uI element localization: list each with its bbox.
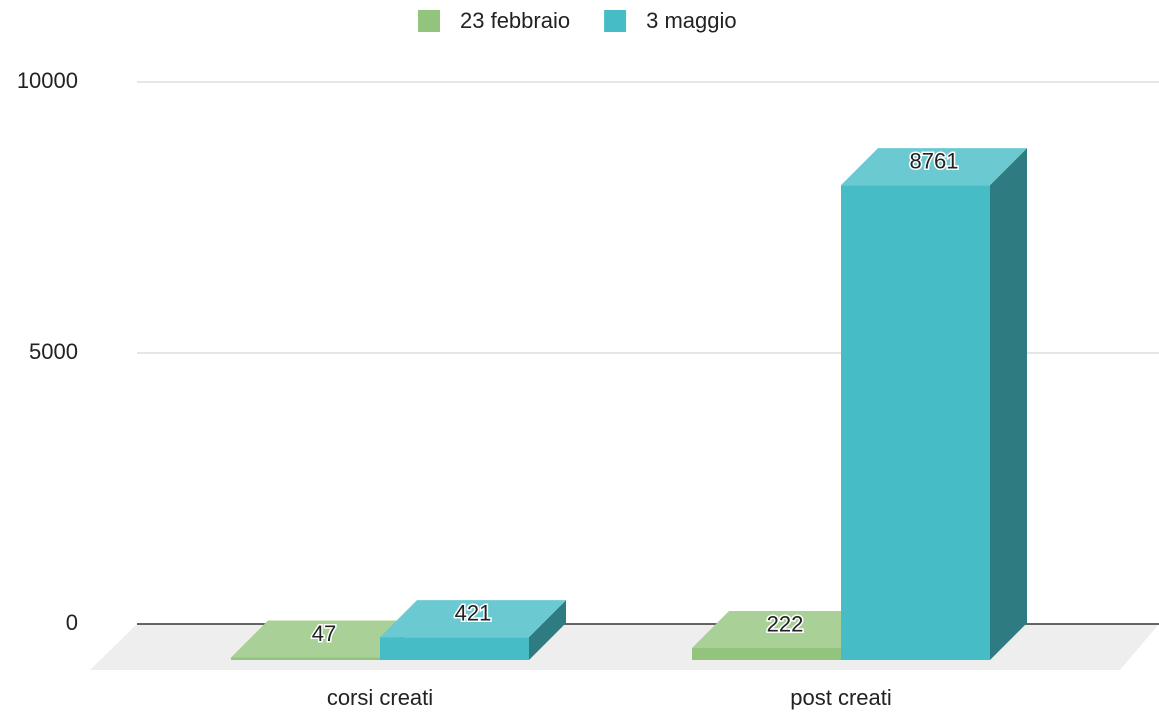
bar-side [529, 600, 566, 660]
x-tick-label: post creati [790, 685, 892, 710]
y-tick-label: 0 [66, 610, 78, 635]
bar-top [692, 610, 878, 648]
legend-label: 3 maggio [646, 8, 737, 33]
legend-swatch [604, 10, 627, 32]
bar-top [231, 620, 417, 658]
legend-label: 23 febbraio [460, 8, 570, 33]
bar-front [841, 185, 990, 660]
x-tick-label: corsi creati [327, 685, 433, 710]
y-tick-label: 5000 [29, 339, 78, 364]
bar-side [990, 148, 1027, 660]
data-label: 47 [312, 621, 336, 646]
bar-front [692, 647, 841, 660]
bar [841, 148, 1027, 660]
data-label: 222 [767, 611, 804, 636]
data-label: 8761 [910, 148, 959, 173]
bar-front [380, 637, 529, 660]
bar-top [380, 600, 566, 638]
bar-top [841, 148, 1027, 186]
bar-front [231, 657, 380, 660]
legend-swatch [418, 10, 440, 32]
data-label: 421 [455, 600, 492, 625]
y-tick-label: 10000 [17, 68, 78, 93]
bar [380, 600, 566, 660]
